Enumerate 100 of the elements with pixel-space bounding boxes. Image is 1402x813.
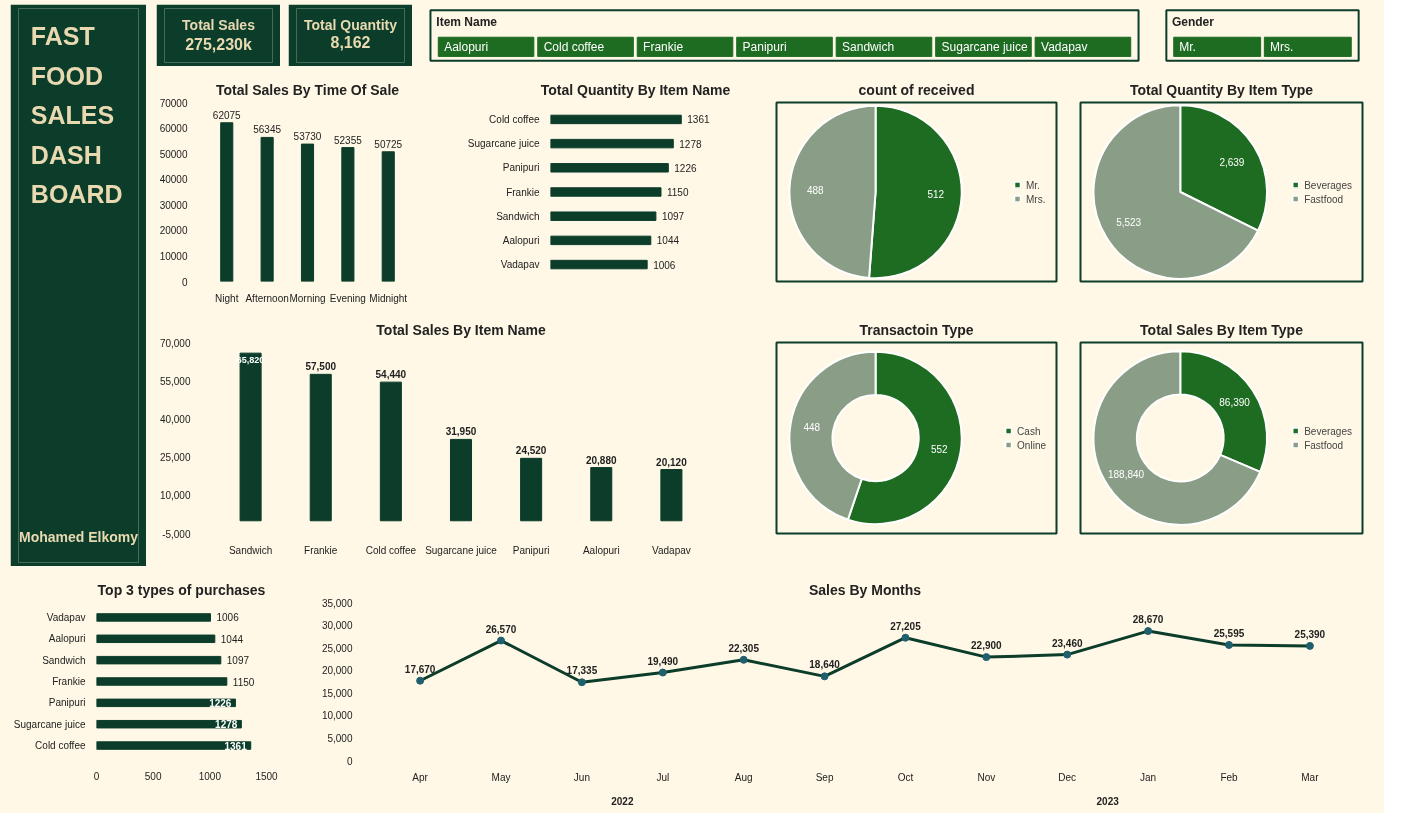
data-label: 53730 — [293, 131, 322, 143]
data-label: 1226 — [209, 697, 232, 709]
x-tick-label: Jan — [1140, 771, 1157, 783]
chart-title: Total Quantity By Item Name — [540, 81, 731, 98]
x-tick-label: Sep — [815, 771, 834, 783]
legend-label: Beverages — [1304, 425, 1352, 436]
x-tick-label: Sugarcane juice — [425, 544, 498, 556]
x-tick-label: Nov — [977, 771, 996, 783]
x-tick-label: Oct — [897, 771, 914, 783]
y-tick-label: Sandwich — [496, 210, 540, 222]
chart-title: Total Quantity By Item Type — [1129, 81, 1314, 98]
x-tick-label: Feb — [1220, 771, 1239, 783]
data-label: 1006 — [653, 259, 676, 271]
y-tick-label: Aalopuri — [502, 234, 540, 246]
y-tick-label: 10,000 — [321, 710, 353, 722]
data-label: 31,950 — [445, 426, 477, 438]
data-label: 512 — [927, 189, 945, 201]
text: Gender — [1171, 15, 1215, 30]
text: Mrs. — [1269, 39, 1294, 54]
y-tick-label: Vadapav — [500, 259, 540, 271]
x-tick-label: Vadapav — [652, 544, 691, 556]
x-tick-label: Jul — [656, 771, 670, 783]
data-label: 1044 — [656, 235, 680, 247]
data-label: 22,305 — [728, 642, 760, 654]
data-label: 1044 — [220, 633, 244, 645]
text: Cold coffee — [543, 39, 605, 54]
x-tick-label: Dec — [1058, 771, 1077, 783]
legend-label: Mrs. — [1026, 193, 1046, 204]
y-tick-label: 40,000 — [159, 413, 191, 425]
chart-title: Total Sales By Time Of Sale — [215, 81, 400, 98]
text: Vadapav — [1041, 39, 1088, 54]
data-label: 26,570 — [485, 623, 517, 635]
x-tick-label: Frankie — [304, 544, 338, 556]
legend-label: Fastfood — [1304, 193, 1344, 204]
x-tick-label: 1000 — [198, 770, 222, 782]
y-tick-label: 50000 — [159, 148, 188, 160]
y-tick-label: 10000 — [159, 250, 188, 262]
y-tick-label: 40000 — [159, 174, 188, 186]
x-tick-label: 0 — [93, 770, 100, 782]
text: Sandwich — [842, 39, 895, 54]
y-tick-label: Sandwich — [42, 654, 86, 666]
x-tick-label: Jun — [573, 771, 590, 783]
y-tick-label: 5,000 — [327, 732, 353, 744]
data-label: 1226 — [674, 162, 697, 174]
data-label: 1361 — [224, 740, 248, 752]
y-tick-label: 10,000 — [159, 490, 191, 502]
x-tick-label: Midnight — [369, 292, 408, 304]
chart-title: Total Sales By Item Name — [376, 321, 546, 338]
data-label: 25,390 — [1294, 628, 1326, 640]
y-tick-label: Aalopuri — [48, 633, 86, 645]
x-tick-label: May — [491, 771, 511, 783]
text: 275,230k — [185, 36, 252, 54]
y-tick-label: 20,000 — [321, 665, 353, 677]
data-label: 20,120 — [656, 456, 688, 468]
legend-label: Beverages — [1304, 179, 1352, 190]
data-label: 1150 — [667, 187, 689, 198]
y-tick-label: 25,000 — [321, 642, 353, 654]
x-tick-label: Evening — [329, 292, 366, 304]
x-tick-label: 1500 — [255, 770, 279, 782]
y-tick-label: -5,000 — [162, 528, 191, 540]
y-tick-label: 55,000 — [159, 375, 191, 387]
data-label: 188,840 — [1107, 468, 1145, 480]
data-label: 25,595 — [1213, 627, 1245, 639]
data-label: 448 — [803, 422, 821, 434]
text: 2023 — [1096, 795, 1120, 807]
data-label: 1278 — [679, 138, 702, 150]
text: Mohamed Elkomy — [18, 528, 139, 545]
x-tick-label: Aug — [734, 771, 753, 783]
x-tick-label: Cold coffee — [365, 544, 417, 556]
x-tick-label: 500 — [144, 770, 162, 782]
data-label: 17,670 — [404, 663, 436, 675]
data-label: 57,500 — [305, 361, 337, 373]
text: Total Sales — [182, 17, 256, 34]
x-tick-label: Aalopuri — [582, 544, 620, 556]
y-tick-label: Sugarcane juice — [467, 138, 540, 150]
y-tick-label: 20000 — [159, 225, 188, 237]
y-tick-label: 35,000 — [321, 597, 353, 609]
text: 2022 — [611, 795, 634, 807]
y-tick-label: 0 — [181, 276, 188, 288]
data-label: 19,490 — [647, 655, 679, 667]
data-label: 20,880 — [585, 454, 617, 466]
x-tick-label: Morning — [289, 292, 326, 304]
data-label: 56345 — [253, 124, 282, 136]
x-tick-label: Apr — [412, 771, 429, 783]
data-label: 1278 — [215, 719, 238, 731]
text: 8,162 — [330, 34, 371, 52]
data-label: 22,900 — [971, 640, 1003, 652]
data-label: 1097 — [661, 211, 685, 223]
data-label: 488 — [806, 184, 825, 196]
text: Total Quantity — [303, 17, 398, 34]
data-label: 86,390 — [1219, 397, 1251, 409]
text: Sugarcane juice — [941, 39, 1028, 54]
data-label: 50725 — [374, 138, 403, 150]
y-tick-label: Cold coffee — [489, 113, 540, 125]
y-tick-label: Frankie — [506, 186, 540, 198]
y-tick-label: Cold coffee — [35, 740, 86, 752]
y-tick-label: Vadapav — [46, 611, 86, 623]
x-tick-label: Panipuri — [512, 544, 550, 556]
data-label: 1150 — [232, 676, 255, 688]
y-tick-label: 70000 — [159, 97, 188, 109]
